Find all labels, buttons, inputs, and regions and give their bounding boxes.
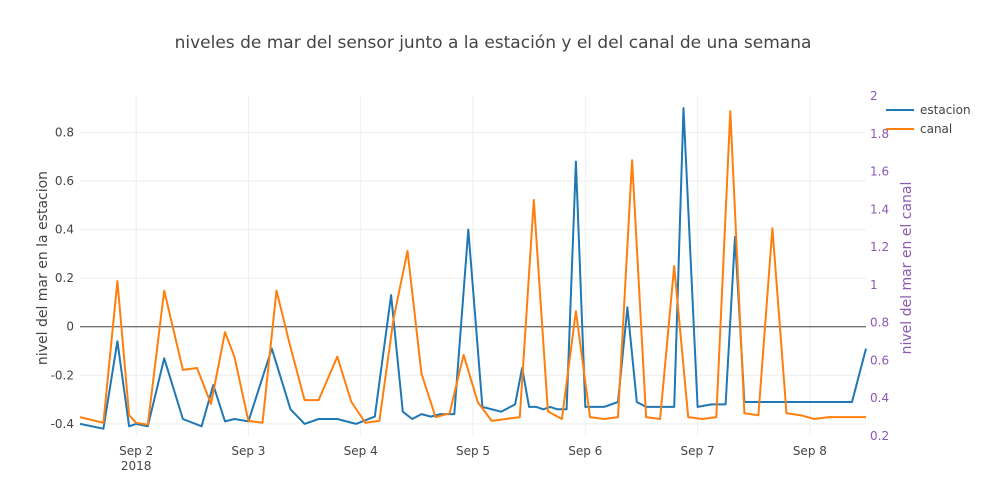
y2-tick-label: 2 — [870, 89, 878, 103]
y-tick-label: 0.8 — [55, 125, 74, 139]
y2-tick-label: 0.2 — [870, 429, 889, 443]
y-tick-label: 0.4 — [55, 223, 74, 237]
legend-item-canal[interactable]: canal — [886, 122, 952, 136]
x-tick-label: Sep 7 — [681, 444, 715, 458]
y2-tick-label: 1.2 — [870, 240, 889, 254]
y2-tick-label: 1.8 — [870, 127, 889, 141]
x-tick-label: Sep 6 — [568, 444, 602, 458]
series-line-canal — [79, 110, 866, 426]
x-tick-label: Sep 4 — [344, 444, 378, 458]
y2-tick-label: 1.6 — [870, 165, 889, 179]
y2-tick-label: 1.4 — [870, 202, 889, 216]
x-tick-label: Sep 3 — [231, 444, 265, 458]
legend-label: canal — [920, 122, 952, 136]
y2-axis-label: nivel del mar en el canal — [899, 182, 915, 355]
y2-tick-label: 0.4 — [870, 391, 889, 405]
y2-tick-label: 0.8 — [870, 316, 889, 330]
x-tick-label: Sep 5 — [456, 444, 490, 458]
legend-item-estacion[interactable]: estacion — [886, 103, 971, 117]
y-tick-label: -0.4 — [51, 417, 74, 431]
y-tick-label: -0.2 — [51, 368, 74, 382]
y2-tick-label: 1 — [870, 278, 878, 292]
y2-axis-ticks: 0.2 0.4 0.6 0.8 1 1.2 1.4 1.6 1.8 2 — [870, 89, 889, 443]
legend-label: estacion — [920, 103, 971, 117]
y-axis-label: nivel del mar en la estacion — [35, 171, 51, 365]
y-tick-label: 0.6 — [55, 174, 74, 188]
series-lines — [79, 107, 867, 430]
x-year-label: 2018 — [121, 459, 152, 473]
series-line-estacion — [79, 107, 867, 430]
y2-tick-label: 0.6 — [870, 353, 889, 367]
y-axis-ticks: -0.4 -0.2 0 0.2 0.4 0.6 0.8 — [51, 125, 74, 430]
x-tick-label: Sep 2 — [119, 444, 153, 458]
legend[interactable]: estacion canal — [886, 103, 971, 136]
y-tick-label: 0 — [66, 320, 74, 334]
y-tick-label: 0.2 — [55, 271, 74, 285]
chart-title: niveles de mar del sensor junto a la est… — [175, 33, 812, 53]
x-tick-label: Sep 8 — [793, 444, 827, 458]
